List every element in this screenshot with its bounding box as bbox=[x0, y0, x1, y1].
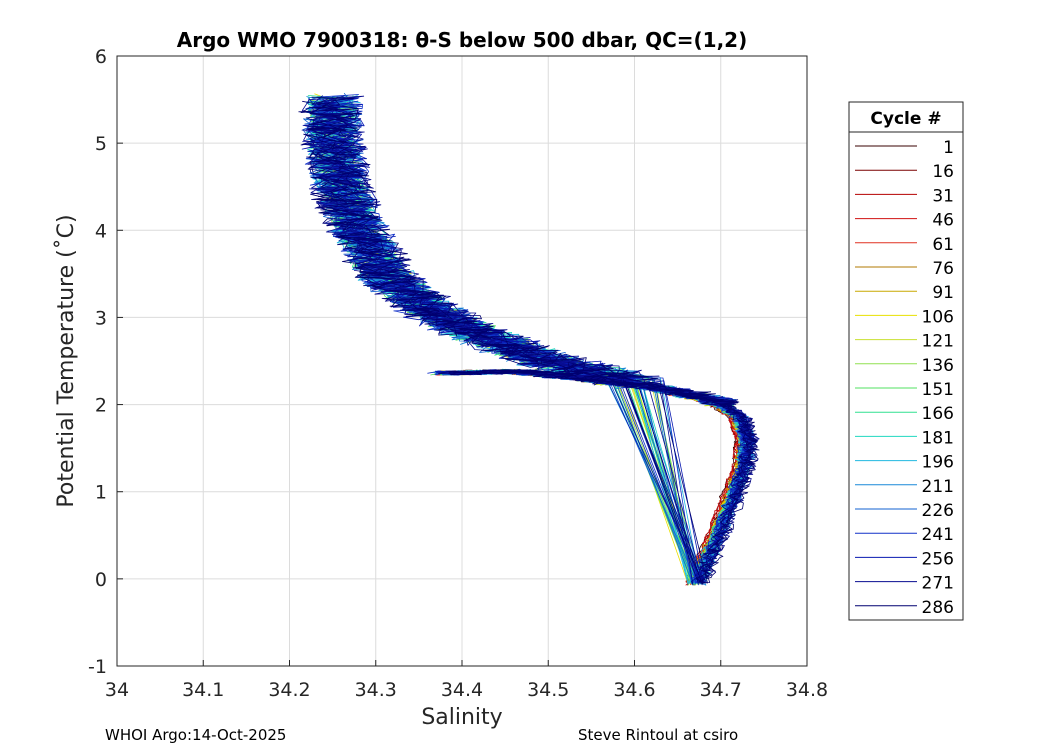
legend-entry-91: 91 bbox=[855, 283, 954, 303]
legend-label: 286 bbox=[922, 598, 954, 618]
trace-line bbox=[301, 95, 754, 583]
axis-ticks bbox=[116, 55, 808, 667]
y-tick-label: 0 bbox=[95, 569, 107, 591]
y-tick-labels: -1 0 1 2 3 4 5 6 bbox=[88, 46, 107, 678]
legend-label: 106 bbox=[922, 307, 954, 327]
x-tick-label: 34 bbox=[105, 679, 129, 701]
y-tick-label: 4 bbox=[95, 220, 107, 242]
legend-entry-181: 181 bbox=[855, 428, 954, 448]
legend-label: 241 bbox=[922, 525, 954, 545]
x-tick-label: 34.3 bbox=[355, 679, 397, 701]
legend-entry-46: 46 bbox=[855, 211, 954, 231]
x-tick-label: 34.8 bbox=[786, 679, 828, 701]
legend-entry-256: 256 bbox=[855, 549, 954, 569]
x-tick-label: 34.2 bbox=[268, 679, 310, 701]
legend-label: 226 bbox=[922, 501, 954, 521]
legend-label: 271 bbox=[922, 574, 954, 594]
legend-entry-196: 196 bbox=[855, 453, 954, 473]
legend-entries: 1 16 31 46 61 76 91 106 121 136 151 166 181 196 211 226… bbox=[855, 138, 954, 618]
x-tick-label: 34.6 bbox=[613, 679, 655, 701]
legend-entry-61: 61 bbox=[855, 235, 954, 255]
legend-title: Cycle # bbox=[870, 109, 941, 129]
legend-label: 181 bbox=[922, 428, 954, 448]
legend-label: 31 bbox=[932, 186, 954, 206]
legend-label: 166 bbox=[922, 404, 954, 424]
legend-label: 121 bbox=[922, 332, 954, 352]
legend: Cycle # 11631466176911061211361511661811… bbox=[848, 101, 964, 621]
legend-entry-226: 226 bbox=[855, 501, 954, 521]
y-tick-label: 5 bbox=[95, 133, 107, 155]
trace-line bbox=[300, 96, 754, 586]
legend-entry-31: 31 bbox=[855, 186, 954, 206]
legend-label: 136 bbox=[922, 356, 954, 376]
x-tick-label: 34.5 bbox=[527, 679, 569, 701]
legend-entry-271: 271 bbox=[855, 574, 954, 594]
legend-label: 256 bbox=[922, 549, 954, 569]
legend-entry-241: 241 bbox=[855, 525, 954, 545]
series-trace-286 bbox=[298, 96, 760, 586]
y-axis-label: Potential Temperature (˚C) bbox=[54, 214, 79, 507]
y-tick-label: 3 bbox=[95, 307, 107, 329]
y-tick-label: -1 bbox=[88, 656, 107, 678]
legend-entry-151: 151 bbox=[855, 380, 954, 400]
legend-entry-211: 211 bbox=[855, 477, 954, 497]
y-tick-label: 2 bbox=[95, 395, 107, 417]
x-tick-label: 34.4 bbox=[441, 679, 483, 701]
legend-label: 16 bbox=[932, 162, 954, 182]
legend-entry-121: 121 bbox=[855, 332, 954, 352]
y-tick-label: 1 bbox=[95, 482, 107, 504]
trace-line bbox=[298, 97, 758, 584]
y-tick-label: 6 bbox=[95, 46, 107, 68]
chart-title: Argo WMO 7900318: θ-S below 500 dbar, QC… bbox=[177, 28, 747, 52]
legend-label: 46 bbox=[932, 211, 954, 231]
legend-label: 76 bbox=[932, 259, 954, 279]
legend-label: 151 bbox=[922, 380, 954, 400]
x-axis-label: Salinity bbox=[421, 705, 502, 730]
x-tick-label: 34.1 bbox=[182, 679, 224, 701]
legend-entry-106: 106 bbox=[855, 307, 954, 327]
legend-entry-1: 1 bbox=[855, 138, 954, 158]
legend-label: 211 bbox=[922, 477, 954, 497]
legend-label: 1 bbox=[943, 138, 954, 158]
legend-entry-136: 136 bbox=[855, 356, 954, 376]
legend-entry-286: 286 bbox=[855, 598, 954, 618]
legend-entry-16: 16 bbox=[855, 162, 954, 182]
legend-entry-166: 166 bbox=[855, 404, 954, 424]
profile-traces bbox=[298, 92, 760, 586]
x-tick-label: 34.7 bbox=[700, 679, 742, 701]
legend-label: 196 bbox=[922, 453, 954, 473]
legend-entry-76: 76 bbox=[855, 259, 954, 279]
x-tick-labels: 34 34.1 34.2 34.3 34.4 34.5 34.6 34.7 34.8 bbox=[105, 679, 828, 701]
footer-right: Steve Rintoul at csiro bbox=[578, 726, 739, 744]
footer-left: WHOI Argo:14-Oct-2025 bbox=[105, 726, 287, 744]
legend-label: 91 bbox=[932, 283, 954, 303]
legend-label: 61 bbox=[932, 235, 954, 255]
